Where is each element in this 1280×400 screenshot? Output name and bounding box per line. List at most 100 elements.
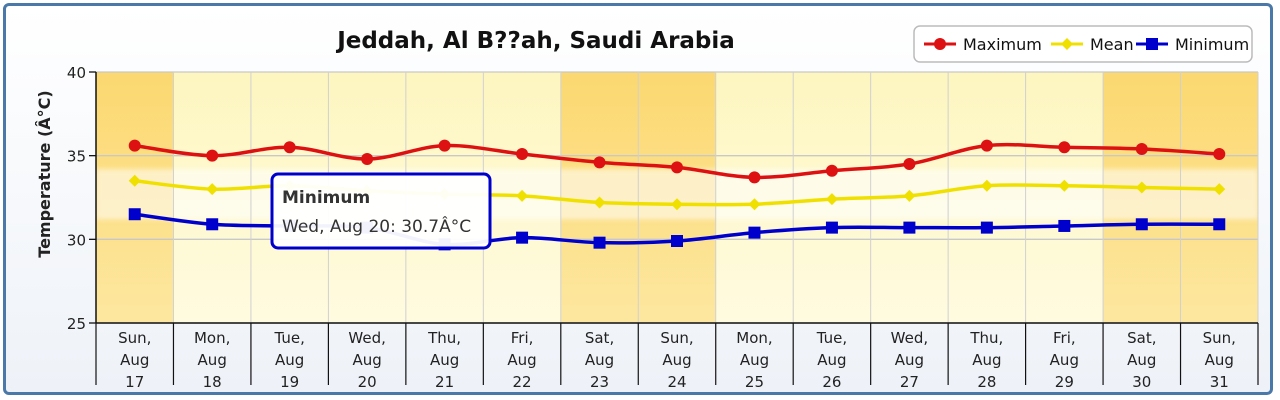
legend[interactable]: Maximum Mean Minimum [913,25,1253,63]
x-tick-line: 25 [745,373,764,391]
x-tick-line: Aug [972,351,1001,369]
x-tick-label: Tue, Aug 26 [816,329,847,391]
x-tick-line: 17 [125,373,144,391]
data-point-maximum[interactable] [438,139,451,152]
data-point-maximum[interactable] [516,147,529,160]
data-point-minimum[interactable] [1213,218,1226,231]
data-point-maximum[interactable] [283,141,296,154]
x-tick-line: Thu, [969,329,1003,347]
x-tick-line: Aug [662,351,691,369]
x-tick-line: Sun, [660,329,693,347]
x-tick-line: Aug [817,351,846,369]
x-tick-line: Thu, [427,329,461,347]
x-tick-label: Wed, Aug 27 [891,329,928,391]
legend-label-maximum[interactable]: Maximum [963,35,1042,54]
data-point-maximum[interactable] [128,139,141,152]
data-point-mean[interactable] [980,179,993,192]
x-tick-labels: Sun, Aug 17 Mon, Aug 18 Tue, Aug 19 Wed, Aug 20 Thu,… [118,329,1236,391]
x-tick-line: 22 [513,373,532,391]
axes [95,72,1259,385]
data-point-maximum[interactable] [903,158,916,171]
data-point-minimum[interactable] [1135,218,1148,231]
y-tick-label: 35 [67,148,86,166]
data-point-minimum[interactable] [748,226,761,239]
x-tick-line: Aug [507,351,536,369]
x-tick-line: Aug [895,351,924,369]
data-point-minimum[interactable] [825,221,838,234]
x-tick-line: Sat, [1127,329,1156,347]
x-tick-line: Sat, [585,329,614,347]
data-point-maximum[interactable] [1135,142,1148,155]
data-point-maximum[interactable] [748,171,761,184]
data-point-minimum[interactable] [206,218,219,231]
data-point-maximum[interactable] [206,149,219,162]
tooltip: Minimum Wed, Aug 20: 30.7Â°C [270,172,492,250]
x-tick-line: Tue, [273,329,304,347]
x-tick-line: Aug [585,351,614,369]
x-tick-line: Aug [1205,351,1234,369]
x-tick-line: Aug [352,351,381,369]
data-point-maximum[interactable] [1213,147,1226,160]
data-point-mean[interactable] [903,189,916,202]
y-tick-label: 40 [67,64,86,82]
x-tick-line: Sun, [1203,329,1236,347]
x-tick-line: Aug [1127,351,1156,369]
tooltip-text: Wed, Aug 20: 30.7Â°C [282,215,471,237]
x-tick-line: 27 [900,373,919,391]
data-point-mean[interactable] [206,183,219,196]
x-tick-line: Wed, [891,329,928,347]
x-tick-line: Aug [740,351,769,369]
chart-title: Jeddah, Al B??ah, Saudi Arabia [335,28,735,54]
legend-label-minimum[interactable]: Minimum [1175,35,1249,54]
data-point-maximum[interactable] [1058,141,1071,154]
x-tick-line: 21 [435,373,454,391]
x-tick-label: Tue, Aug 19 [273,329,304,391]
data-point-minimum[interactable] [1058,219,1071,232]
x-tick-line: 23 [590,373,609,391]
x-tick-line: Mon, [736,329,772,347]
data-point-maximum[interactable] [825,164,838,177]
x-tick-line: Aug [1050,351,1079,369]
data-point-maximum[interactable] [593,156,606,169]
data-point-minimum[interactable] [671,235,683,248]
x-tick-label: Sun, Aug 17 [118,329,151,391]
chart-frame: Sun, Aug 17 Mon, Aug 18 Tue, Aug 19 Wed, Aug 20 Thu,… [3,3,1273,395]
data-point-mean[interactable] [593,196,606,209]
data-point-mean[interactable] [516,189,529,202]
data-point-mean[interactable] [748,198,761,211]
legend-marker-maximum[interactable] [934,38,946,50]
x-tick-line: 18 [203,373,222,391]
x-tick-line: 28 [977,373,996,391]
y-tick-label: 30 [67,231,86,249]
x-tick-label: Mon, Aug 25 [736,329,772,391]
data-point-minimum[interactable] [516,231,529,244]
x-tick-line: 31 [1210,373,1229,391]
data-point-maximum[interactable] [671,161,683,174]
legend-marker-minimum[interactable] [1146,38,1158,50]
x-tick-line: Aug [430,351,459,369]
day-bands [96,72,1258,323]
x-tick-label: Mon, Aug 18 [194,329,230,391]
x-tick-line: Fri, [1053,329,1076,347]
x-tick-line: 30 [1132,373,1151,391]
data-point-minimum[interactable] [128,208,141,221]
data-point-mean[interactable] [1135,181,1148,194]
data-point-minimum[interactable] [593,236,606,249]
data-point-mean[interactable] [825,193,838,206]
data-point-maximum[interactable] [361,153,374,166]
data-point-minimum[interactable] [980,221,993,234]
x-tick-label: Fri, Aug 29 [1050,329,1079,391]
data-point-mean[interactable] [671,198,683,211]
data-point-mean[interactable] [1213,183,1226,196]
data-point-mean[interactable] [1058,179,1071,192]
data-point-mean[interactable] [128,174,141,187]
data-point-minimum[interactable] [903,221,916,234]
data-point-maximum[interactable] [980,139,993,152]
legend-label-mean[interactable]: Mean [1090,35,1134,54]
x-tick-label: Fri, Aug 22 [507,329,536,391]
legend-marker-mean[interactable] [1061,38,1073,50]
series-maximum [128,139,1226,184]
x-tick-line: Fri, [511,329,534,347]
x-tick-label: Sun, Aug 31 [1203,329,1236,391]
x-tick-line: 24 [667,373,686,391]
